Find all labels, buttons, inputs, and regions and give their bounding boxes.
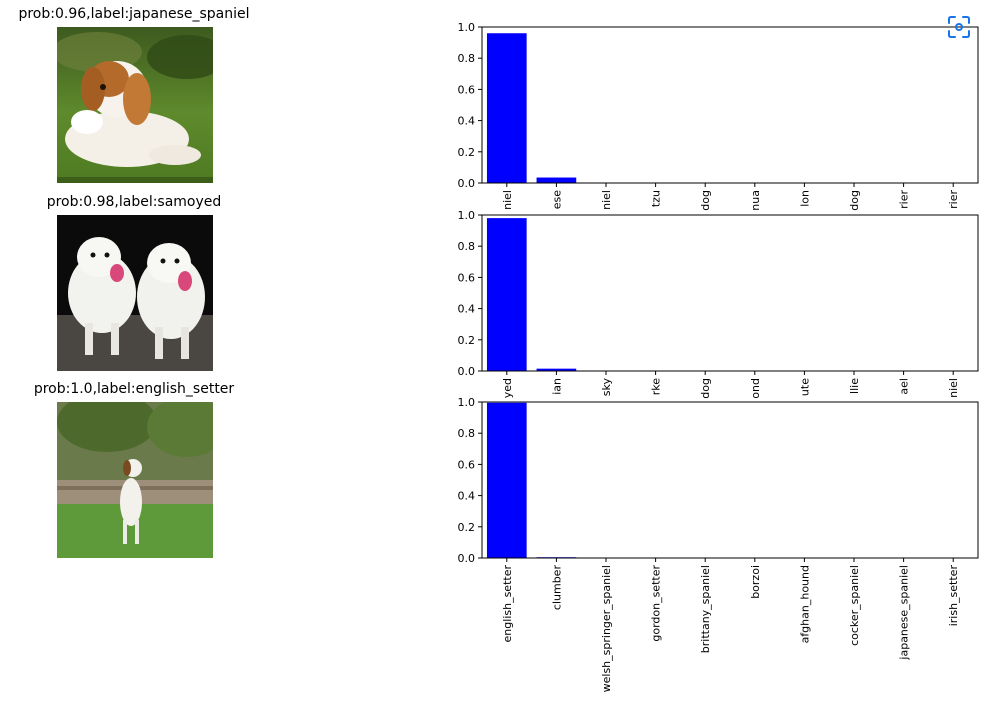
x-tick-label-1-8: dog: [848, 190, 861, 211]
x-tick-label-1-10: rier: [947, 190, 960, 209]
y-tick-label-1-1: 0.0: [458, 177, 476, 190]
bar-1-1: [486, 33, 527, 183]
x-tick-label-3-3: welsh_springer_spaniel: [600, 565, 613, 692]
x-tick-label-3-5: brittany_spaniel: [699, 565, 712, 653]
y-tick-label-3-3: 0.4: [458, 490, 476, 503]
y-tick-label-2-6: 1.0: [458, 209, 476, 222]
x-tick-label-1-9: rier: [898, 190, 911, 209]
x-tick-label-2-3: sky: [600, 378, 613, 397]
x-tick-label-1-1: niel: [501, 190, 514, 210]
y-tick-label-1-6: 1.0: [458, 21, 476, 34]
x-tick-label-2-2: ian: [550, 378, 563, 395]
x-tick-label-3-2: clumber: [550, 565, 563, 611]
y-tick-label-1-2: 0.2: [458, 146, 476, 159]
y-tick-label-2-1: 0.0: [458, 365, 476, 378]
x-tick-label-3-7: afghan_hound: [798, 565, 811, 643]
x-tick-label-3-4: gordon_setter: [650, 565, 663, 642]
x-tick-label-3-10: irish_setter: [947, 565, 960, 627]
x-tick-label-2-4: rke: [650, 378, 663, 396]
x-tick-label-2-7: ute: [798, 378, 811, 396]
y-tick-label-3-1: 0.0: [458, 552, 476, 565]
axes-frame-2: [481, 214, 979, 372]
y-tick-label-1-4: 0.6: [458, 83, 476, 96]
x-tick-label-1-4: tzu: [650, 190, 663, 207]
bar-3-1: [486, 402, 527, 558]
y-tick-label-1-3: 0.4: [458, 115, 476, 128]
x-tick-label-2-10: niel: [947, 378, 960, 398]
x-tick-label-1-2: ese: [550, 190, 563, 209]
scan-icon: [948, 16, 970, 38]
y-tick-label-1-5: 0.8: [458, 52, 476, 65]
x-tick-label-3-6: borzoi: [749, 565, 762, 599]
image-title-3: prob:1.0,label:english_setter: [33, 381, 235, 397]
x-tick-label-2-8: llie: [848, 378, 861, 394]
x-tick-label-3-1: english_setter: [501, 565, 514, 643]
axes-frame-3: [481, 401, 979, 559]
x-tick-label-1-6: nua: [749, 190, 762, 211]
y-tick-label-3-5: 0.8: [458, 427, 476, 440]
bar-2-2: [536, 368, 577, 371]
x-tick-label-3-8: cocker_spaniel: [848, 565, 861, 646]
x-tick-label-2-6: ond: [749, 378, 762, 399]
japanese-spaniel-photo: [57, 27, 213, 183]
samoyed-photo: [57, 215, 213, 371]
image-title-1: prob:0.96,label:japanese_spaniel: [18, 6, 250, 22]
x-tick-label-3-9: japanese_spaniel: [898, 565, 911, 661]
y-tick-label-3-4: 0.6: [458, 458, 476, 471]
y-tick-label-3-6: 1.0: [458, 396, 476, 409]
y-tick-label-3-2: 0.2: [458, 521, 476, 534]
visual-search-button[interactable]: [946, 14, 972, 40]
y-tick-label-2-3: 0.4: [458, 303, 476, 316]
bar-1-2: [536, 177, 577, 183]
y-tick-label-2-5: 0.8: [458, 240, 476, 253]
english-setter-photo: [57, 402, 213, 558]
image-title-2: prob:0.98,label:samoyed: [46, 194, 222, 210]
bar-2-1: [486, 218, 527, 371]
x-tick-label-2-9: ael: [898, 378, 911, 395]
x-tick-label-1-5: dog: [699, 190, 712, 211]
axes-frame-1: [481, 26, 979, 184]
x-tick-label-1-7: lon: [798, 190, 811, 207]
x-tick-label-1-3: niel: [600, 190, 613, 210]
y-tick-label-2-4: 0.6: [458, 271, 476, 284]
x-tick-label-2-5: dog: [699, 378, 712, 399]
x-tick-label-2-1: yed: [501, 378, 514, 398]
y-tick-label-2-2: 0.2: [458, 334, 476, 347]
